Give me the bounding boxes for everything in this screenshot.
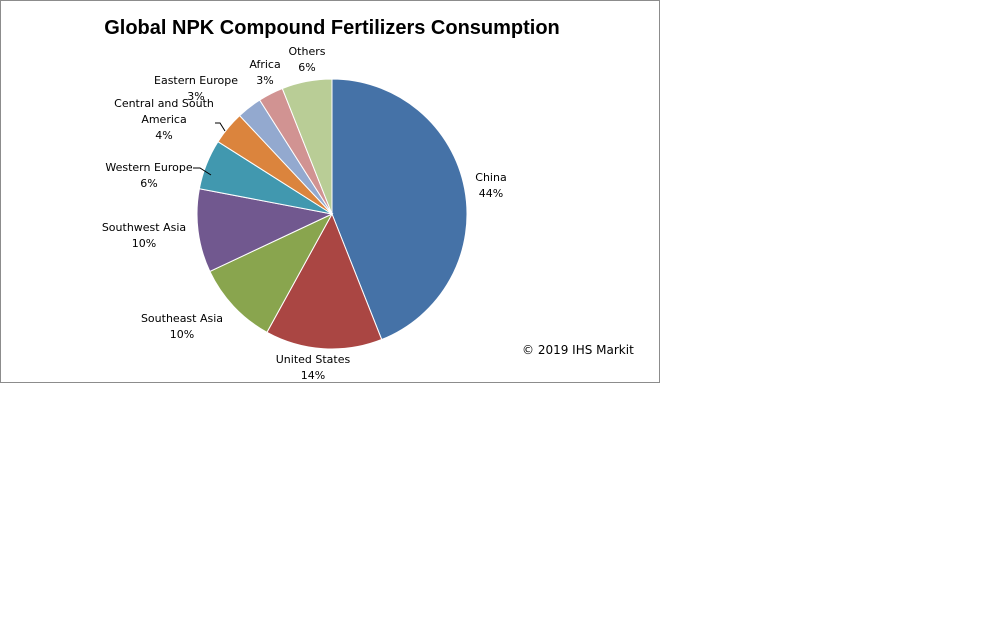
copyright-note: © 2019 IHS Markit: [522, 343, 634, 357]
slice-label-central-and-south-america: Central and South America 4%: [114, 97, 214, 142]
slice-label-united-states: United States 14%: [276, 353, 351, 382]
slice-label-others: Others 6%: [289, 45, 326, 74]
chart-title: Global NPK Compound Fertilizers Consumpt…: [104, 17, 560, 39]
slice-label-eastern-europe: Eastern Europe 3%: [154, 74, 238, 103]
slice-label-africa: Africa 3%: [249, 58, 280, 87]
labels-layer: China 44% United States 14% Southeast Asia 10…: [102, 45, 507, 382]
leader-line-central-and-south-america: [215, 122, 226, 132]
leader-line-western-europe: [193, 167, 212, 176]
slice-label-western-europe: Western Europe 6%: [105, 161, 193, 190]
slice-label-southwest-asia: Southwest Asia 10%: [102, 221, 186, 250]
pie-slice-southwest-asia: [196, 188, 334, 273]
slice-label-southeast-asia: Southeast Asia 10%: [141, 312, 223, 341]
pie-slice-others: [281, 78, 333, 215]
chart-area: Global NPK Compound Fertilizers Consumpt…: [0, 0, 660, 383]
slices-layer: [196, 78, 468, 350]
pie-slice-united-states: [266, 212, 383, 350]
leader-lines: [193, 122, 226, 176]
pie-slice-china: [331, 78, 468, 341]
slice-label-china: China 44%: [475, 171, 506, 200]
pie-chart: Global NPK Compound Fertilizers Consumpt…: [102, 17, 634, 382]
pie-slice-southeast-asia: [209, 212, 334, 333]
